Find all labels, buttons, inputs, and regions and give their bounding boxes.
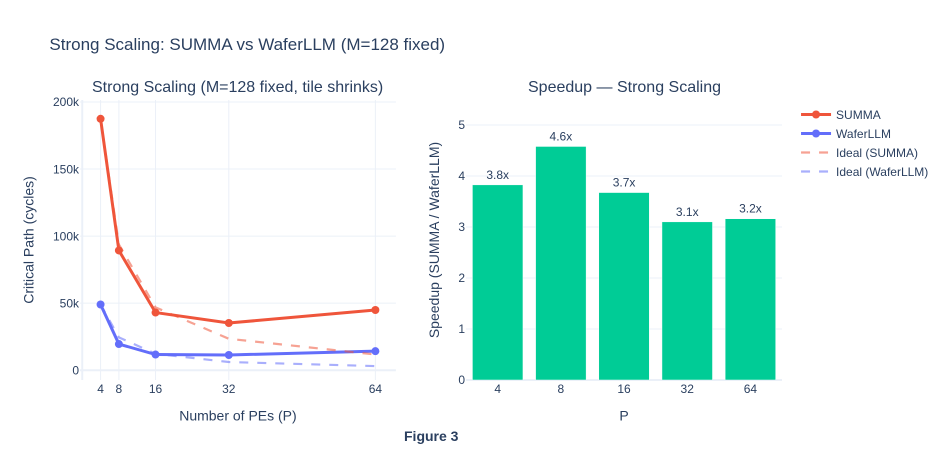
svg-text:0: 0 xyxy=(72,363,79,377)
svg-text:16: 16 xyxy=(617,382,631,396)
svg-text:2: 2 xyxy=(458,271,465,285)
svg-text:3.1x: 3.1x xyxy=(676,205,699,219)
svg-text:Strong Scaling: SUMMA vs Wafer: Strong Scaling: SUMMA vs WaferLLM (M=128… xyxy=(49,35,445,54)
svg-text:3.7x: 3.7x xyxy=(613,176,636,190)
svg-text:8: 8 xyxy=(558,382,565,396)
svg-text:64: 64 xyxy=(369,382,383,396)
svg-text:100k: 100k xyxy=(53,229,80,243)
svg-text:P: P xyxy=(619,407,628,423)
svg-text:4: 4 xyxy=(97,382,104,396)
svg-text:16: 16 xyxy=(149,382,163,396)
svg-text:200k: 200k xyxy=(53,95,80,109)
svg-text:Critical Path (cycles): Critical Path (cycles) xyxy=(21,176,37,304)
svg-text:3: 3 xyxy=(458,220,465,234)
svg-text:Speedup (SUMMA / WaferLLM): Speedup (SUMMA / WaferLLM) xyxy=(426,142,442,338)
svg-text:Number of PEs (P): Number of PEs (P) xyxy=(179,407,296,423)
svg-text:4: 4 xyxy=(458,169,465,183)
svg-text:Figure 3: Figure 3 xyxy=(404,428,459,444)
svg-text:Strong Scaling (M=128 fixed, t: Strong Scaling (M=128 fixed, tile shrink… xyxy=(92,79,383,96)
svg-text:5: 5 xyxy=(458,118,465,132)
svg-text:Ideal (WaferLLM): Ideal (WaferLLM) xyxy=(836,165,928,179)
svg-text:4.6x: 4.6x xyxy=(550,129,573,143)
svg-text:Ideal (SUMMA): Ideal (SUMMA) xyxy=(836,146,918,160)
svg-text:1: 1 xyxy=(458,322,465,336)
svg-text:50k: 50k xyxy=(60,296,80,310)
svg-text:0: 0 xyxy=(458,373,465,387)
svg-text:WaferLLM: WaferLLM xyxy=(836,127,891,141)
svg-text:3.2x: 3.2x xyxy=(739,202,762,216)
svg-text:SUMMA: SUMMA xyxy=(836,108,881,122)
svg-text:Speedup — Strong Scaling: Speedup — Strong Scaling xyxy=(528,79,721,96)
svg-text:4: 4 xyxy=(494,382,501,396)
svg-text:3.8x: 3.8x xyxy=(486,168,509,182)
svg-text:150k: 150k xyxy=(53,162,80,176)
svg-text:64: 64 xyxy=(744,382,758,396)
svg-text:32: 32 xyxy=(681,382,695,396)
svg-text:32: 32 xyxy=(222,382,236,396)
svg-text:8: 8 xyxy=(116,382,123,396)
